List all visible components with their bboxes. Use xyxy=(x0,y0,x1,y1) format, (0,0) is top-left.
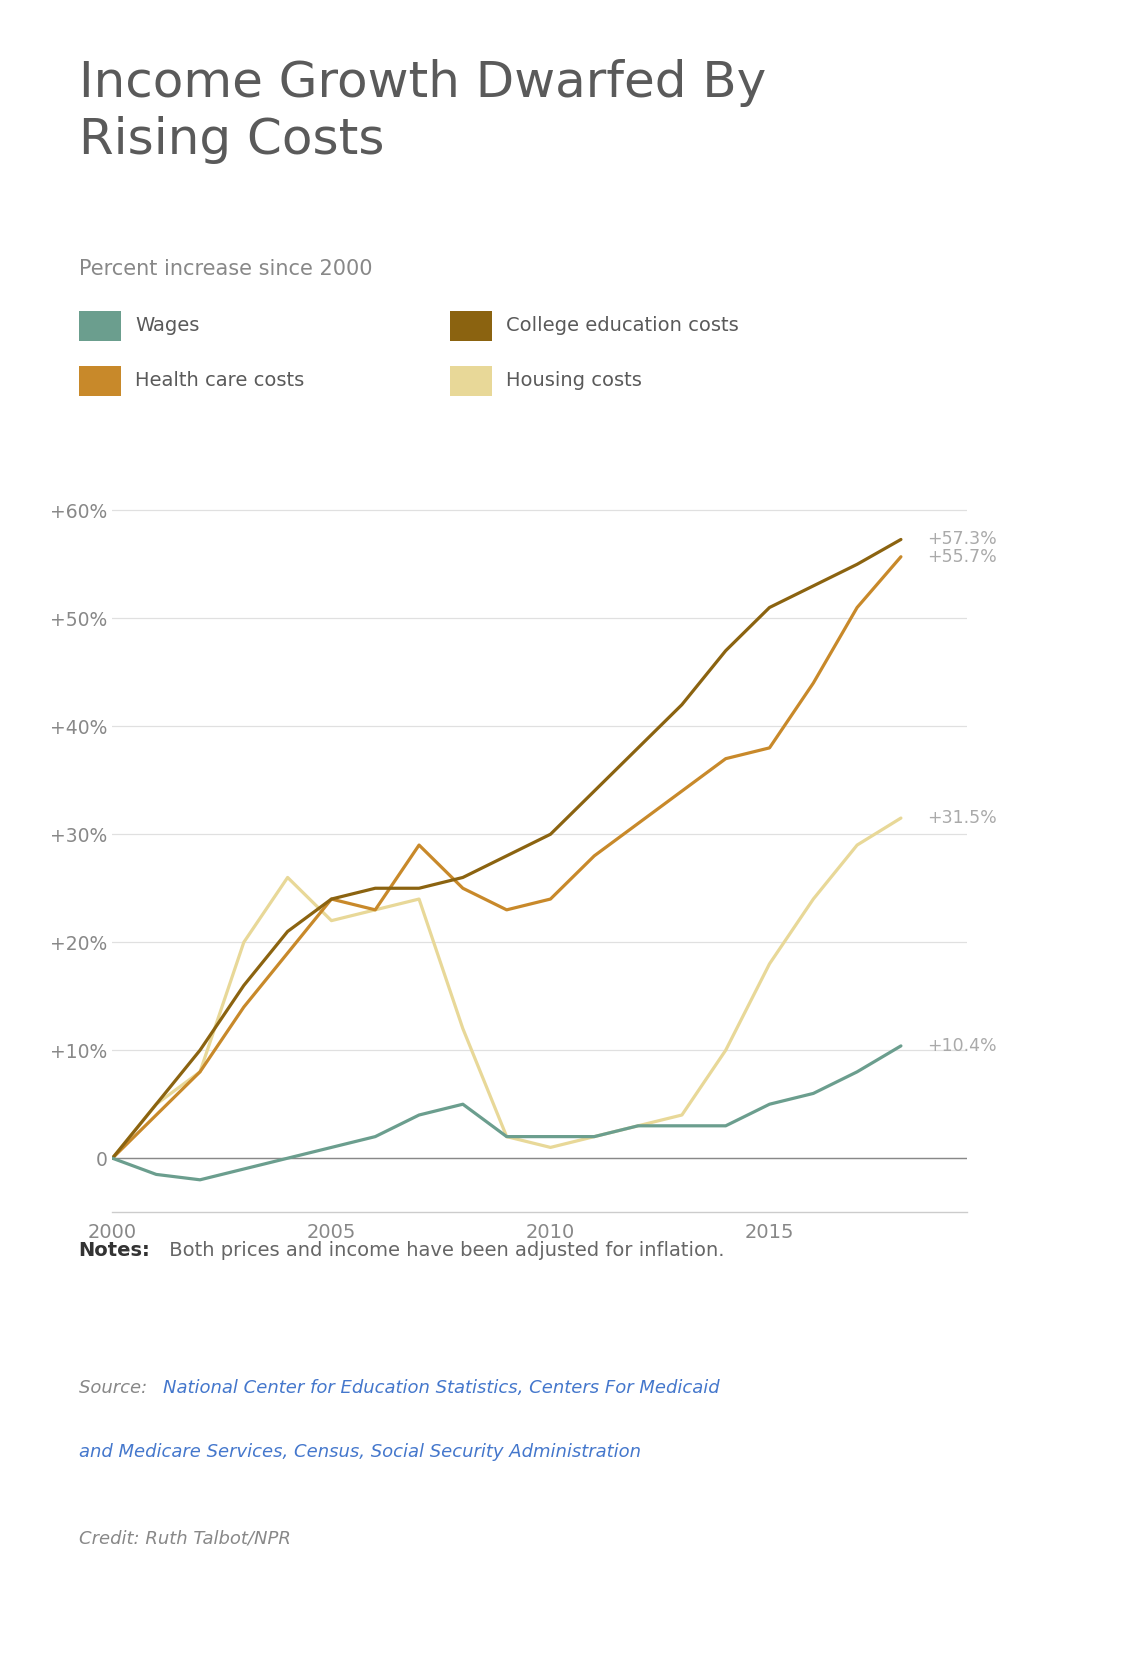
Text: and Medicare Services, Census, Social Security Administration: and Medicare Services, Census, Social Se… xyxy=(79,1443,641,1461)
Text: College education costs: College education costs xyxy=(506,316,738,334)
Text: +10.4%: +10.4% xyxy=(927,1037,997,1055)
Text: National Center for Education Statistics, Centers For Medicaid: National Center for Education Statistics… xyxy=(163,1379,719,1398)
Text: +57.3%: +57.3% xyxy=(927,530,997,548)
Text: Both prices and income have been adjusted for inflation.: Both prices and income have been adjuste… xyxy=(163,1241,725,1259)
Text: Wages: Wages xyxy=(135,316,199,334)
Text: +55.7%: +55.7% xyxy=(927,548,997,565)
Text: +31.5%: +31.5% xyxy=(927,809,997,828)
Text: Credit: Ruth Talbot/NPR: Credit: Ruth Talbot/NPR xyxy=(79,1530,291,1548)
Text: Percent increase since 2000: Percent increase since 2000 xyxy=(79,259,372,279)
Text: Source:: Source: xyxy=(79,1379,153,1398)
Text: Health care costs: Health care costs xyxy=(135,371,305,390)
Text: Notes:: Notes: xyxy=(79,1241,151,1259)
Text: Housing costs: Housing costs xyxy=(506,371,642,390)
Text: Income Growth Dwarfed By
Rising Costs: Income Growth Dwarfed By Rising Costs xyxy=(79,59,765,164)
